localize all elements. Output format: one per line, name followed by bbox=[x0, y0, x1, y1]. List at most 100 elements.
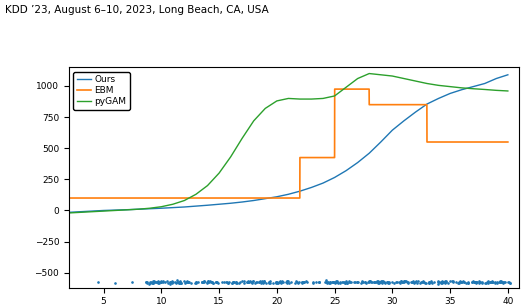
pyGAM bbox=[181, 199, 188, 202]
pyGAM bbox=[216, 171, 222, 175]
Point bbox=[370, 280, 378, 285]
Point bbox=[295, 280, 303, 285]
Ours bbox=[158, 206, 164, 210]
Point bbox=[506, 281, 514, 286]
Point bbox=[383, 280, 391, 285]
Point bbox=[298, 279, 306, 284]
EBM bbox=[366, 103, 373, 106]
Point bbox=[292, 278, 300, 283]
Point bbox=[437, 280, 445, 285]
Point bbox=[469, 279, 477, 284]
pyGAM bbox=[89, 210, 95, 214]
Point bbox=[486, 280, 494, 285]
Point bbox=[340, 279, 348, 284]
Point bbox=[271, 279, 280, 284]
Point bbox=[361, 280, 369, 285]
Point bbox=[438, 279, 447, 284]
Point bbox=[315, 280, 323, 285]
Point bbox=[342, 280, 350, 285]
pyGAM bbox=[424, 82, 430, 85]
Point bbox=[191, 280, 199, 285]
pyGAM bbox=[412, 79, 419, 83]
Point bbox=[159, 280, 167, 285]
Point bbox=[407, 280, 416, 285]
Point bbox=[426, 280, 435, 285]
Point bbox=[153, 280, 161, 285]
Point bbox=[442, 279, 450, 284]
pyGAM bbox=[447, 85, 453, 88]
Point bbox=[284, 278, 292, 283]
Point bbox=[471, 280, 480, 285]
Point bbox=[421, 281, 430, 286]
Point bbox=[197, 280, 206, 285]
Point bbox=[255, 280, 263, 285]
Point bbox=[240, 280, 249, 285]
Point bbox=[175, 280, 183, 285]
Point bbox=[430, 280, 438, 285]
Point bbox=[222, 279, 231, 284]
Point bbox=[420, 280, 428, 285]
Ours bbox=[77, 210, 84, 214]
Point bbox=[229, 280, 237, 285]
Point bbox=[166, 279, 174, 284]
Point bbox=[322, 279, 331, 284]
Point bbox=[272, 279, 281, 284]
Point bbox=[401, 279, 410, 284]
Point bbox=[244, 280, 252, 285]
Point bbox=[155, 279, 163, 284]
Point bbox=[332, 279, 340, 284]
Point bbox=[204, 279, 213, 284]
Point bbox=[373, 279, 382, 284]
Point bbox=[157, 280, 165, 285]
Point bbox=[232, 280, 241, 285]
Ours bbox=[100, 209, 107, 212]
Point bbox=[229, 279, 237, 284]
Point bbox=[333, 279, 341, 284]
Point bbox=[383, 280, 392, 285]
Point bbox=[257, 280, 266, 285]
Point bbox=[199, 279, 208, 284]
Point bbox=[146, 281, 154, 285]
pyGAM bbox=[251, 119, 257, 123]
Point bbox=[180, 281, 189, 285]
Point bbox=[340, 280, 349, 285]
Point bbox=[252, 280, 261, 285]
Point bbox=[174, 280, 183, 285]
Ours bbox=[355, 161, 361, 164]
Point bbox=[483, 280, 492, 285]
Point bbox=[149, 281, 157, 285]
Point bbox=[380, 280, 388, 285]
Point bbox=[336, 279, 344, 284]
Point bbox=[484, 278, 492, 283]
Ours bbox=[308, 186, 315, 189]
Point bbox=[209, 281, 217, 286]
pyGAM bbox=[77, 211, 84, 214]
Point bbox=[488, 280, 497, 285]
EBM bbox=[366, 87, 372, 91]
Point bbox=[199, 279, 208, 284]
Point bbox=[467, 280, 476, 285]
Point bbox=[154, 278, 162, 283]
Point bbox=[238, 279, 246, 284]
Point bbox=[358, 279, 367, 284]
Point bbox=[300, 280, 308, 285]
Point bbox=[435, 280, 443, 285]
Point bbox=[227, 280, 236, 285]
Point bbox=[204, 279, 213, 284]
Point bbox=[157, 280, 165, 285]
EBM bbox=[332, 87, 338, 91]
Point bbox=[278, 280, 287, 285]
Point bbox=[397, 279, 405, 284]
Ours bbox=[447, 91, 453, 95]
Point bbox=[486, 280, 494, 285]
Point bbox=[380, 280, 388, 285]
Point bbox=[208, 279, 216, 284]
Point bbox=[436, 280, 445, 285]
pyGAM bbox=[435, 84, 441, 87]
pyGAM bbox=[308, 97, 315, 101]
Point bbox=[171, 280, 180, 285]
Point bbox=[350, 279, 359, 284]
Point bbox=[146, 279, 155, 284]
EBM bbox=[331, 156, 338, 159]
Point bbox=[182, 278, 191, 283]
